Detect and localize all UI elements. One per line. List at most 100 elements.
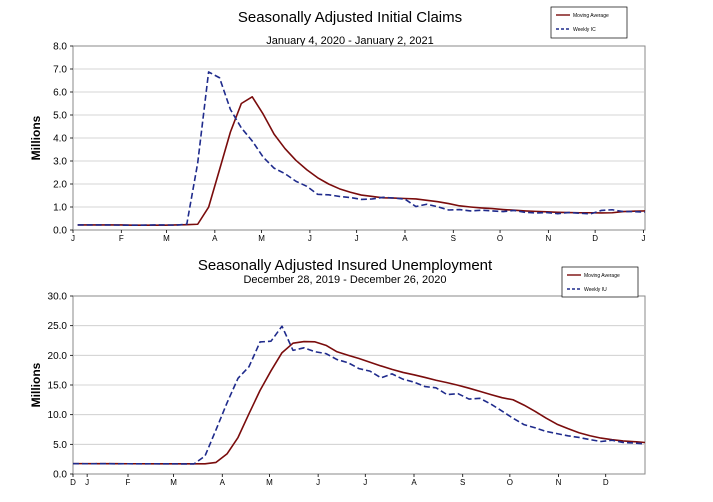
data-point (424, 377, 425, 378)
y-tick-label: 8.0 (53, 42, 67, 53)
data-point (88, 224, 89, 225)
x-tick-label: S (451, 234, 456, 243)
data-point (94, 463, 95, 464)
legend-box (561, 266, 639, 298)
data-point (160, 463, 161, 464)
x-tick-label: D (70, 478, 76, 487)
data-point (535, 211, 536, 212)
data-point (546, 212, 547, 213)
data-point (446, 394, 447, 395)
data-point (273, 168, 274, 169)
data-point (413, 382, 414, 383)
data-point (567, 435, 568, 436)
data-point (314, 351, 315, 352)
data-point (446, 382, 447, 383)
series-line-weekly-ic (77, 71, 646, 226)
data-point (468, 388, 469, 389)
data-point (503, 211, 504, 212)
legend-box (550, 6, 628, 39)
x-tick-label: D (603, 478, 609, 487)
data-point (492, 210, 493, 211)
data-point (204, 463, 205, 464)
data-point (72, 463, 73, 464)
x-tick-label: J (641, 234, 645, 243)
x-tick-label: J (71, 234, 75, 243)
data-point (143, 225, 144, 226)
data-point (193, 463, 194, 464)
data-point (248, 366, 249, 367)
data-point (513, 210, 514, 211)
data-point (132, 225, 133, 226)
data-point (622, 440, 623, 441)
legend-label: Weekly IC (573, 27, 596, 33)
data-point (281, 352, 282, 353)
chart-title: Seasonally Adjusted Initial Claims (238, 9, 462, 26)
data-point (197, 224, 198, 225)
data-point (138, 463, 139, 464)
data-point (612, 209, 613, 210)
data-point (512, 399, 513, 400)
data-point (252, 140, 253, 141)
data-point (424, 386, 425, 387)
data-point (270, 370, 271, 371)
data-point (459, 205, 460, 206)
data-point (361, 199, 362, 200)
x-tick-label: M (170, 478, 177, 487)
data-point (556, 433, 557, 434)
data-point (248, 413, 249, 414)
data-point (501, 410, 502, 411)
y-tick-label: 5.0 (53, 440, 67, 451)
data-point (358, 368, 359, 369)
data-point (437, 201, 438, 202)
data-point (644, 443, 645, 444)
data-point (633, 442, 634, 443)
data-point (600, 441, 601, 442)
chart-1: Seasonally Adjusted Initial Claims Januar… (29, 6, 646, 243)
data-point (601, 212, 602, 213)
data-point (197, 162, 198, 163)
y-tick-label: 1.0 (53, 203, 67, 214)
data-point (503, 209, 504, 210)
legend-label: Moving Average (573, 13, 609, 19)
data-point (292, 350, 293, 351)
data-point (226, 402, 227, 403)
data-point (215, 462, 216, 463)
data-point (347, 362, 348, 363)
data-point (350, 192, 351, 193)
data-point (415, 206, 416, 207)
data-point (339, 188, 340, 189)
x-tick-label: D (592, 234, 598, 243)
data-point (459, 209, 460, 210)
y-tick-label: 7.0 (53, 65, 67, 76)
y-tick-label: 30.0 (48, 292, 68, 303)
y-tick-label: 20.0 (48, 351, 68, 362)
legend-label: Moving Average (584, 273, 620, 279)
data-point (524, 212, 525, 213)
data-point (468, 398, 469, 399)
data-point (426, 200, 427, 201)
x-tick-label: J (85, 478, 89, 487)
data-point (230, 131, 231, 132)
data-point (524, 210, 525, 211)
data-point (110, 224, 111, 225)
data-point (402, 372, 403, 373)
data-point (369, 362, 370, 363)
x-tick-label: O (507, 478, 513, 487)
data-point (380, 365, 381, 366)
data-point (83, 463, 84, 464)
data-point (241, 103, 242, 104)
y-axis-label: Millions (29, 115, 43, 160)
y-tick-label: 6.0 (53, 88, 67, 99)
data-point (314, 341, 315, 342)
data-point (535, 212, 536, 213)
data-point (219, 169, 220, 170)
data-point (589, 439, 590, 440)
x-tick-label: S (460, 478, 465, 487)
x-tick-label: F (119, 234, 124, 243)
data-point (186, 224, 187, 225)
data-point (175, 225, 176, 226)
data-point (448, 209, 449, 210)
data-point (350, 197, 351, 198)
data-point (325, 353, 326, 354)
data-point (457, 385, 458, 386)
